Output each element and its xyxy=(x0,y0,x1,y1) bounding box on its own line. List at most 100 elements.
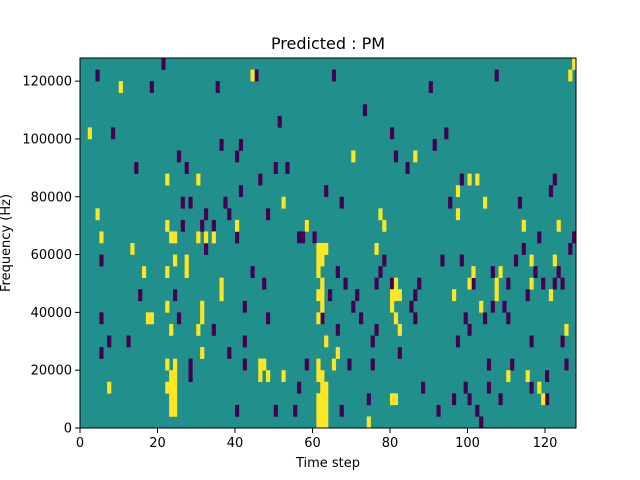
heatmap-cell-high xyxy=(266,370,271,383)
heatmap-cell-high xyxy=(572,58,577,70)
heatmap-cell-low xyxy=(266,312,271,325)
heatmap-cell-low xyxy=(126,335,131,348)
heatmap-cell-high xyxy=(184,266,189,278)
heatmap-cell-high xyxy=(548,289,554,302)
heatmap-cell-low xyxy=(219,138,224,151)
heatmap-cell-high xyxy=(196,173,201,186)
heatmap-cell-high xyxy=(467,173,472,186)
heatmap-cell-low xyxy=(545,370,550,383)
heatmap-cell-low xyxy=(440,254,445,267)
heatmap-cell-low xyxy=(541,277,546,290)
heatmap-cell-high xyxy=(169,231,174,244)
heatmap-cell-high xyxy=(200,347,205,359)
heatmap-cell-low xyxy=(204,208,209,221)
heatmap-cell-low xyxy=(242,358,247,371)
heatmap-cell-low xyxy=(463,312,468,325)
heatmap-cell-low xyxy=(277,115,282,128)
heatmap-cell-low xyxy=(149,81,154,93)
heatmap-cell-high xyxy=(165,219,170,232)
heatmap-cell-low xyxy=(486,381,492,394)
heatmap-cell-low xyxy=(533,266,538,278)
heatmap-cell-low xyxy=(436,404,441,417)
heatmap-cell-high xyxy=(541,393,546,406)
heatmap-cell-high xyxy=(169,323,174,336)
heatmap-cell-low xyxy=(417,277,422,290)
heatmap-cell-low xyxy=(405,162,410,174)
heatmap-cell-low xyxy=(347,358,352,371)
heatmap-cell-high xyxy=(564,323,569,336)
x-tick-label: 0 xyxy=(76,436,84,451)
heatmap-cell-high xyxy=(324,416,329,429)
heatmap-cell-high xyxy=(320,404,325,417)
heatmap-cell-high xyxy=(95,208,100,221)
heatmap-cell-low xyxy=(529,381,534,394)
y-tick-label: 40000 xyxy=(31,306,72,321)
heatmap-cell-low xyxy=(188,196,193,209)
heatmap-cell-low xyxy=(552,173,557,186)
heatmap-cell-low xyxy=(339,196,344,209)
heatmap-cell-high xyxy=(494,277,499,290)
heatmap-cell-low xyxy=(382,254,387,267)
heatmap-cell-low xyxy=(471,277,476,290)
heatmap-cell-high xyxy=(397,323,402,336)
heatmap-cell-low xyxy=(409,300,414,313)
heatmap-cell-low xyxy=(506,312,511,325)
heatmap-cell-low xyxy=(176,312,182,325)
heatmap-cell-low xyxy=(486,358,492,371)
heatmap-cell-high xyxy=(413,150,418,163)
heatmap-cell-high xyxy=(250,69,255,82)
heatmap-cell-high xyxy=(165,381,170,394)
heatmap-cell-high xyxy=(316,393,321,406)
x-tick-label: 40 xyxy=(227,436,244,451)
y-axis-label: Frequency (Hz) xyxy=(0,194,14,292)
heatmap-cell-high xyxy=(169,404,174,417)
heatmap-cell-low xyxy=(134,162,139,174)
heatmap-cell-low xyxy=(459,254,464,267)
heatmap-cell-high xyxy=(281,196,286,209)
heatmap-cell-high xyxy=(331,358,337,371)
heatmap-cell-high xyxy=(479,300,484,313)
x-axis: 0 20 40 60 80 100 120 xyxy=(76,428,557,451)
heatmap-cell-high xyxy=(316,370,321,383)
heatmap-cell-low xyxy=(95,69,100,82)
heatmap-cell-low xyxy=(413,312,418,325)
heatmap-cell-low xyxy=(335,323,340,336)
heatmap-cell-low xyxy=(223,196,228,209)
heatmap-cell-high xyxy=(494,289,499,302)
heatmap-cell-high xyxy=(99,231,104,244)
heatmap-cell-low xyxy=(506,277,511,290)
chart-title: Predicted : PM xyxy=(271,34,385,53)
heatmap-cell-high xyxy=(211,231,216,244)
heatmap-cell-low xyxy=(258,173,263,186)
heatmap-cell-low xyxy=(242,300,247,313)
heatmap-cell-high xyxy=(568,69,573,82)
heatmap-cell-low xyxy=(173,289,178,302)
heatmap-cell-low xyxy=(393,150,399,163)
heatmap-cell-low xyxy=(455,335,461,348)
heatmap-cell-low xyxy=(444,127,449,140)
heatmap-cell-low xyxy=(339,404,344,417)
heatmap-cell-low xyxy=(99,347,104,359)
heatmap-cell-high xyxy=(320,300,325,313)
heatmap-cell-low xyxy=(560,277,565,290)
heatmap-cell-high xyxy=(324,335,329,348)
heatmap-cell-low xyxy=(293,404,298,417)
heatmap-cell-high xyxy=(173,393,178,406)
heatmap-cell-high xyxy=(397,289,402,302)
heatmap-cell-low xyxy=(235,404,240,417)
heatmap-cell-high xyxy=(452,289,457,302)
heatmap-cell-high xyxy=(316,266,321,278)
heatmap-cell-low xyxy=(467,323,472,336)
heatmap-cell-low xyxy=(312,231,317,244)
heatmap-cell-high xyxy=(320,277,325,290)
heatmap-cell-low xyxy=(502,300,507,313)
y-tick-label: 60000 xyxy=(31,248,72,263)
heatmap-cell-high xyxy=(316,289,321,302)
heatmap-cell-low xyxy=(266,208,271,221)
heatmap-cell-low xyxy=(227,347,232,359)
heatmap-cell-low xyxy=(176,150,182,163)
heatmap-cell-high xyxy=(169,393,174,406)
heatmap-cell-high xyxy=(169,370,174,383)
heatmap-cell-high xyxy=(219,289,224,302)
heatmap-cell-high xyxy=(281,370,286,383)
